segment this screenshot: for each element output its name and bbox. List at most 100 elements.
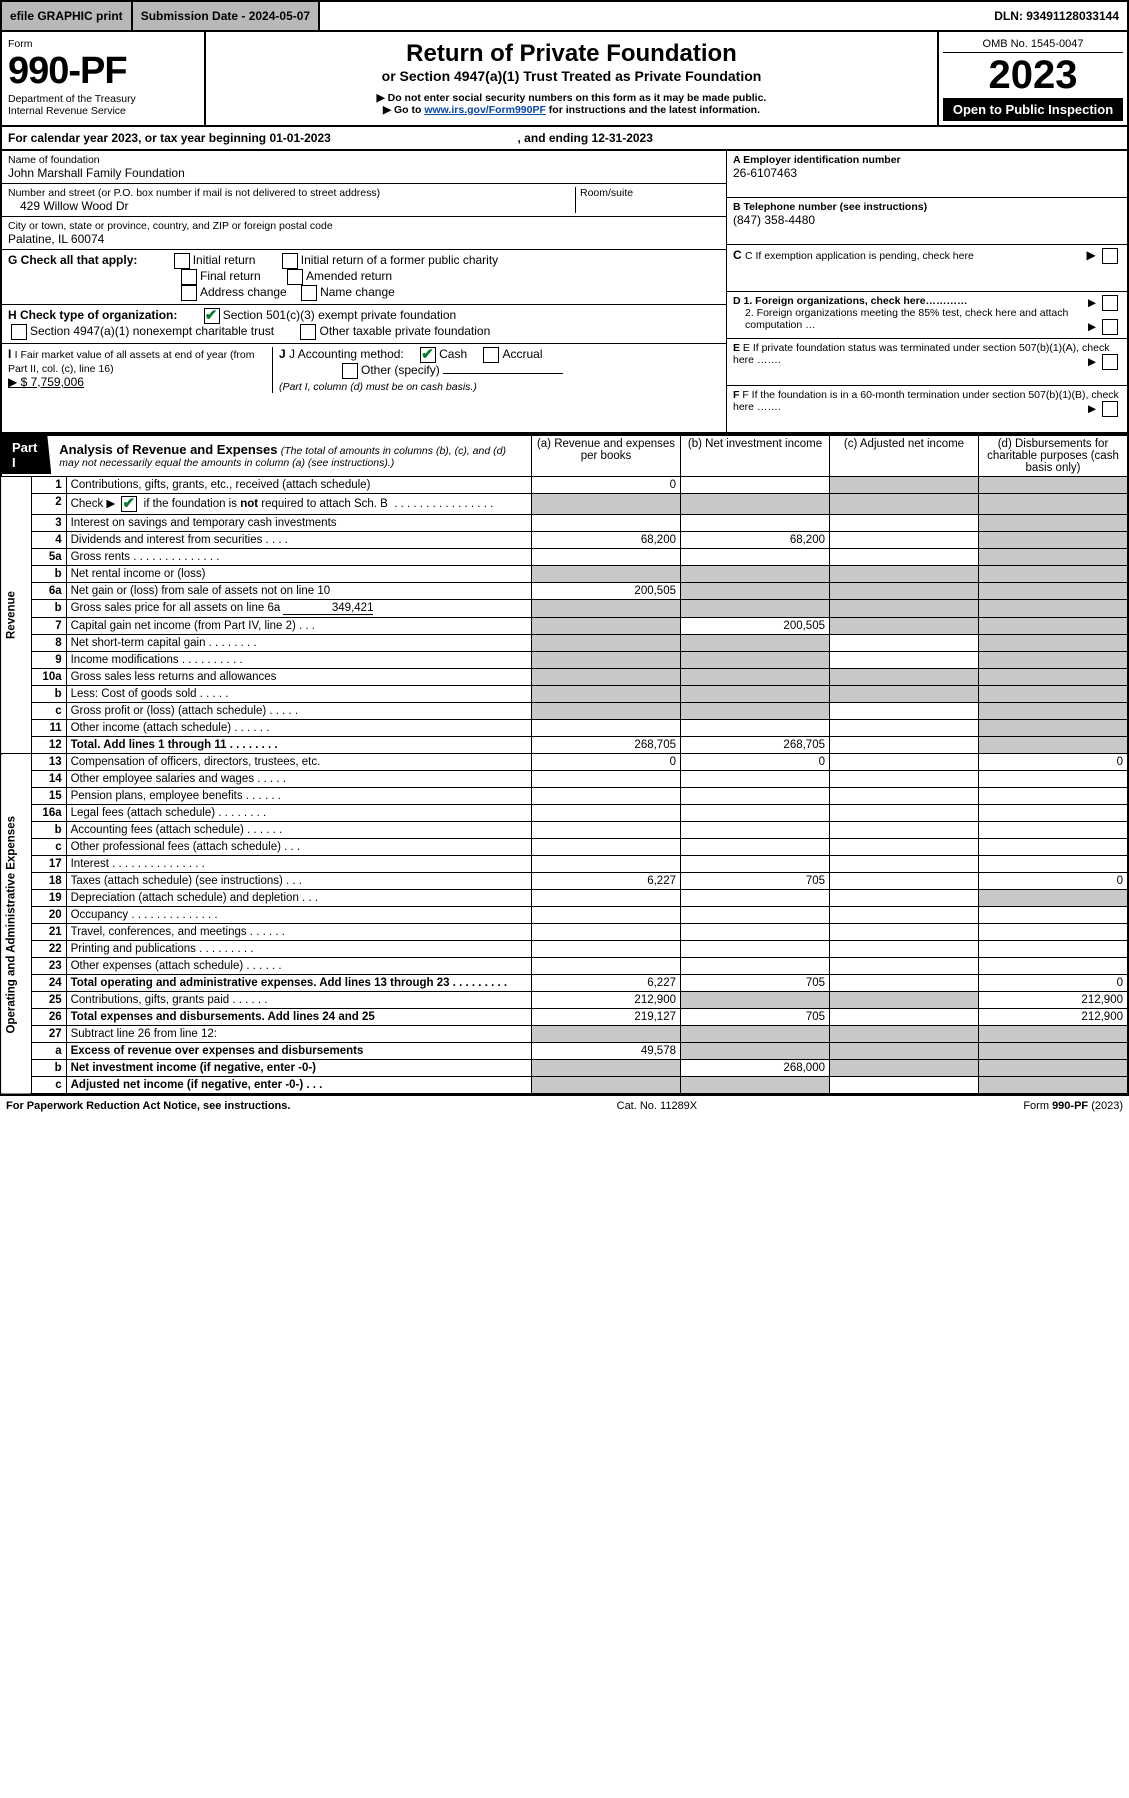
cell-shaded [830, 618, 979, 635]
cell-value: 6,227 [532, 873, 681, 890]
cell-value [532, 958, 681, 975]
cell-value [830, 873, 979, 890]
other-method-checkbox[interactable] [342, 363, 358, 379]
cell-value [830, 549, 979, 566]
row-number: 26 [31, 1009, 66, 1026]
row-label: Income modifications . . . . . . . . . . [66, 652, 531, 669]
cell-shaded [979, 669, 1129, 686]
accrual-label: Accrual [502, 347, 542, 361]
efile-print-button[interactable]: efile GRAPHIC print [2, 2, 133, 30]
cell-value: 0 [979, 873, 1129, 890]
cell-shaded [979, 703, 1129, 720]
row-number: 20 [31, 907, 66, 924]
h-cell: H Check type of organization: Section 50… [2, 305, 726, 344]
row-number: b [31, 686, 66, 703]
cal-end: , and ending 12-31-2023 [518, 131, 653, 145]
cell-value: 6,227 [532, 975, 681, 992]
cell-value [830, 1077, 979, 1095]
table-row: 24Total operating and administrative exp… [1, 975, 1128, 992]
accrual-checkbox[interactable] [483, 347, 499, 363]
row-number: 4 [31, 532, 66, 549]
row-label: Other employee salaries and wages . . . … [66, 771, 531, 788]
cell-shaded [830, 566, 979, 583]
e-checkbox[interactable] [1102, 354, 1118, 370]
schb-checkbox[interactable] [121, 496, 137, 512]
initial-former-checkbox[interactable] [282, 253, 298, 269]
title-box: Return of Private Foundation or Section … [206, 32, 937, 125]
cell-value [681, 839, 830, 856]
h-label: H Check type of organization: [8, 308, 177, 322]
address-change-checkbox[interactable] [181, 285, 197, 301]
table-row: 2Check ▶ if the foundation is not requir… [1, 494, 1128, 515]
g-cell: G Check all that apply: Initial return I… [2, 250, 726, 305]
row-number: 16a [31, 805, 66, 822]
cell-shaded [830, 686, 979, 703]
final-return-checkbox[interactable] [181, 269, 197, 285]
name-label: Name of foundation [8, 154, 720, 166]
identity-section: Name of foundation John Marshall Family … [0, 151, 1129, 434]
cell-value: 212,900 [532, 992, 681, 1009]
tel-cell: B Telephone number (see instructions) (8… [727, 198, 1127, 245]
cell-value [830, 720, 979, 737]
row-label: Capital gain net income (from Part IV, l… [66, 618, 531, 635]
form990pf-link[interactable]: www.irs.gov/Form990PF [424, 104, 546, 116]
identity-left: Name of foundation John Marshall Family … [2, 151, 726, 432]
cell-shaded [532, 618, 681, 635]
col-b-header: (b) Net investment income [681, 435, 830, 477]
c-checkbox[interactable] [1102, 248, 1118, 264]
cash-label: Cash [439, 347, 467, 361]
table-row: 3Interest on savings and temporary cash … [1, 515, 1128, 532]
cell-value [681, 941, 830, 958]
amended-return-checkbox[interactable] [287, 269, 303, 285]
cell-value [532, 941, 681, 958]
cell-shaded [681, 600, 830, 618]
initial-return-checkbox[interactable] [174, 253, 190, 269]
other-taxable-label: Other taxable private foundation [319, 324, 490, 338]
tel-label: B Telephone number (see instructions) [733, 201, 1121, 213]
row-number: 27 [31, 1026, 66, 1043]
goto-pre: ▶ Go to [383, 104, 424, 116]
final-return-label: Final return [200, 269, 261, 283]
j-note: (Part I, column (d) must be on cash basi… [279, 381, 477, 393]
g-label: G Check all that apply: [8, 253, 137, 267]
f-checkbox[interactable] [1102, 401, 1118, 417]
cell-shaded [532, 652, 681, 669]
cell-value [532, 856, 681, 873]
fmv-value: ▶ $ 7,759,006 [8, 375, 84, 389]
cell-shaded [681, 583, 830, 600]
table-row: 7Capital gain net income (from Part IV, … [1, 618, 1128, 635]
cell-value: 705 [681, 1009, 830, 1026]
4947-checkbox[interactable] [11, 324, 27, 340]
form-header: Form 990-PF Department of the Treasury I… [0, 32, 1129, 127]
cell-shaded [979, 1026, 1129, 1043]
i-box: I I Fair market value of all assets at e… [8, 347, 273, 393]
submission-date-button[interactable]: Submission Date - 2024-05-07 [133, 2, 320, 30]
cell-value [830, 975, 979, 992]
row-label: Total expenses and disbursements. Add li… [66, 1009, 531, 1026]
d2-checkbox[interactable] [1102, 319, 1118, 335]
cell-shaded [979, 1077, 1129, 1095]
501c3-checkbox[interactable] [204, 308, 220, 324]
footer-cat: Cat. No. 11289X [617, 1100, 698, 1112]
cell-value [532, 822, 681, 839]
other-taxable-checkbox[interactable] [300, 324, 316, 340]
cell-value: 268,000 [681, 1060, 830, 1077]
cell-value [979, 822, 1129, 839]
table-row: 12Total. Add lines 1 through 11 . . . . … [1, 737, 1128, 754]
cell-value [532, 549, 681, 566]
col-c-header: (c) Adjusted net income [830, 435, 979, 477]
d1-checkbox[interactable] [1102, 295, 1118, 311]
cell-value [979, 924, 1129, 941]
cell-value: 49,578 [532, 1043, 681, 1060]
cash-checkbox[interactable] [420, 347, 436, 363]
name-change-checkbox[interactable] [301, 285, 317, 301]
row-label: Occupancy . . . . . . . . . . . . . . [66, 907, 531, 924]
cell-shaded [830, 1026, 979, 1043]
addr-label: Number and street (or P.O. box number if… [8, 187, 575, 199]
part1-header-row: Part I Analysis of Revenue and Expenses … [1, 435, 1128, 477]
cell-value [532, 839, 681, 856]
irs-label: Internal Revenue Service [8, 105, 198, 117]
table-row: cAdjusted net income (if negative, enter… [1, 1077, 1128, 1095]
table-row: 5aGross rents . . . . . . . . . . . . . … [1, 549, 1128, 566]
row-label: Gross profit or (loss) (attach schedule)… [66, 703, 531, 720]
